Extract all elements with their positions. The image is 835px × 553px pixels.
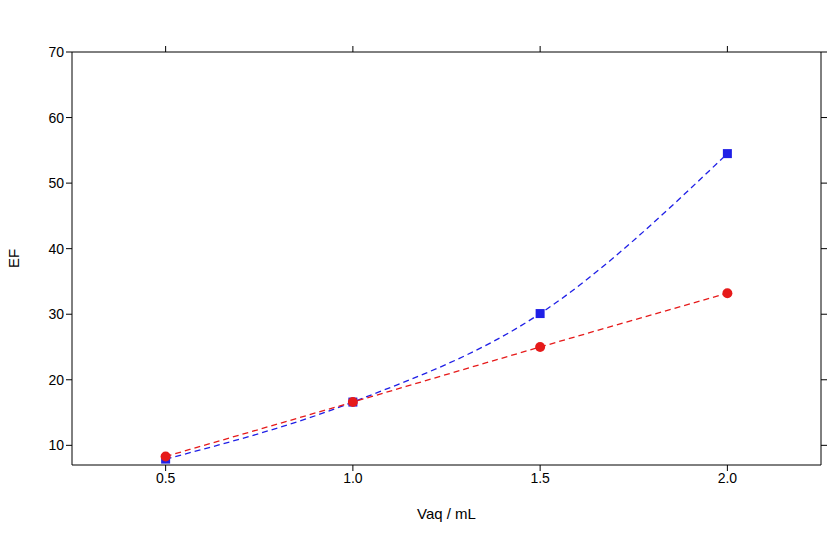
- svg-text:0.5: 0.5: [156, 470, 176, 486]
- svg-text:20: 20: [48, 372, 64, 388]
- svg-text:1.0: 1.0: [343, 470, 363, 486]
- svg-text:Vaq / mL: Vaq / mL: [417, 505, 476, 522]
- svg-text:2.0: 2.0: [718, 470, 738, 486]
- svg-text:40: 40: [48, 241, 64, 257]
- svg-text:10: 10: [48, 437, 64, 453]
- svg-text:EF: EF: [5, 249, 22, 268]
- svg-text:1.5: 1.5: [530, 470, 550, 486]
- svg-text:70: 70: [48, 44, 64, 60]
- svg-text:60: 60: [48, 110, 64, 126]
- svg-text:30: 30: [48, 306, 64, 322]
- svg-text:50: 50: [48, 175, 64, 191]
